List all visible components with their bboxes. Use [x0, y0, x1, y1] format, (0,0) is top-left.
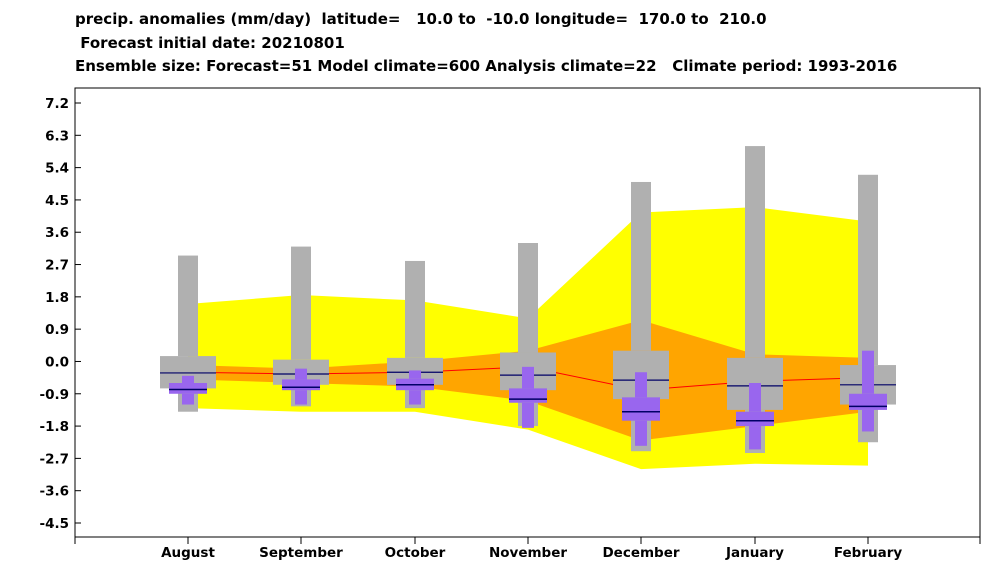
chart-title-line-3: Ensemble size: Forecast=51 Model climate…: [75, 57, 898, 75]
climate-whisker-upper: [178, 255, 198, 357]
y-tick-label: -0.9: [39, 387, 69, 403]
forecast-whisker-lower: [635, 420, 647, 446]
climate-whisker-upper: [405, 260, 425, 358]
y-tick-label: 0.9: [45, 322, 69, 338]
forecast-whisker-lower: [409, 390, 421, 405]
forecast-box-body: [169, 383, 207, 394]
y-tick-label: -2.7: [39, 451, 69, 467]
y-tick-label: 0.0: [45, 354, 69, 370]
forecast-whisker-upper: [862, 350, 874, 394]
x-tick-label: February: [834, 545, 903, 561]
climate-whisker-upper: [291, 246, 311, 360]
forecast-box-november: [509, 366, 547, 428]
forecast-box-august: [169, 375, 207, 405]
chart-title-line-2: Forecast initial date: 20210801: [75, 34, 345, 52]
y-tick-label: 1.8: [45, 290, 69, 306]
forecast-box-january: [736, 383, 774, 450]
forecast-box-body: [282, 379, 320, 391]
y-tick-label: 7.2: [45, 96, 69, 112]
forecast-box-december: [622, 372, 660, 446]
forecast-box-september: [282, 368, 320, 405]
climate-whisker-upper: [518, 243, 538, 353]
climate-whisker-upper: [631, 181, 651, 351]
x-tick-label: November: [489, 545, 567, 561]
climate-whisker-upper: [858, 174, 878, 366]
forecast-box-body: [849, 393, 887, 410]
x-tick-label: September: [259, 545, 343, 561]
forecast-whisker-lower: [295, 390, 307, 405]
forecast-box-body: [622, 397, 660, 421]
forecast-whisker-upper: [635, 372, 647, 398]
y-tick-label: 5.4: [45, 161, 69, 177]
forecast-box-february: [849, 350, 887, 432]
x-tick-label: August: [161, 545, 215, 561]
forecast-whisker-lower: [182, 393, 194, 405]
y-tick-label: -3.6: [39, 484, 69, 500]
y-tick-label: 2.7: [45, 258, 69, 274]
forecast-box-october: [396, 370, 434, 405]
y-tick-label: 3.6: [45, 225, 69, 241]
y-tick-label: -1.8: [39, 419, 69, 435]
forecast-whisker-upper: [409, 370, 421, 379]
y-tick-label: 4.5: [45, 193, 69, 209]
climate-whisker-upper: [745, 146, 765, 358]
forecast-whisker-upper: [749, 383, 761, 412]
y-tick-label: 6.3: [45, 128, 69, 144]
x-tick-label: October: [385, 545, 446, 561]
y-tick-label: -4.5: [39, 516, 69, 532]
forecast-box-body: [736, 411, 774, 427]
forecast-whisker-upper: [182, 375, 194, 383]
forecast-whisker-lower: [522, 402, 534, 428]
x-tick-label: December: [602, 545, 679, 561]
forecast-whisker-lower: [862, 409, 874, 432]
chart-title-line-1: precip. anomalies (mm/day) latitude= 10.…: [75, 10, 767, 28]
forecast-whisker-lower: [749, 426, 761, 450]
forecast-whisker-upper: [295, 368, 307, 380]
x-tick-label: January: [725, 545, 784, 561]
forecast-whisker-upper: [522, 366, 534, 389]
forecast-box-body: [509, 388, 547, 403]
